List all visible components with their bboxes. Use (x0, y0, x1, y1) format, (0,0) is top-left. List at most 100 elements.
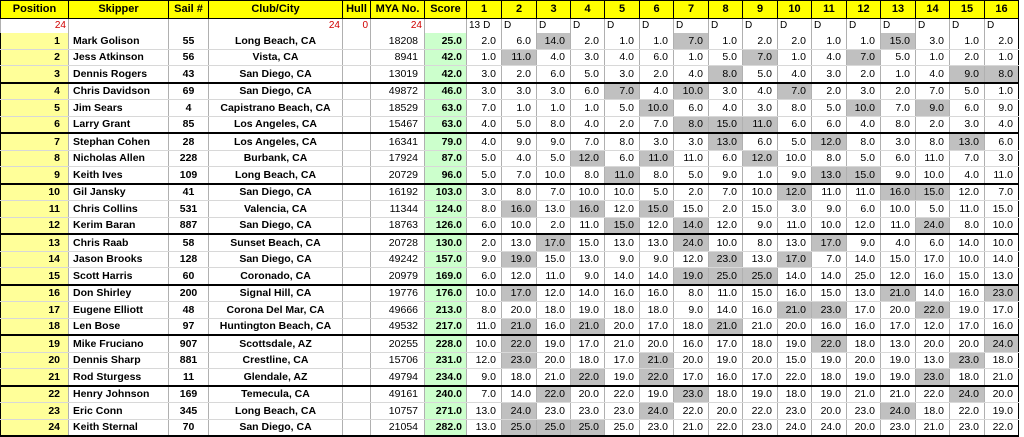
sail-cell[interactable]: 56 (168, 49, 209, 66)
race-result-cell[interactable]: 16.0 (742, 301, 778, 319)
race-result-cell[interactable]: 21.0 (984, 368, 1019, 387)
race-result-cell[interactable]: 8.0 (466, 301, 502, 319)
race-result-cell[interactable]: 8.0 (984, 65, 1019, 84)
race-result-cell[interactable]: 19.0 (984, 402, 1019, 420)
hull-cell[interactable] (342, 267, 371, 286)
column-header[interactable]: MYA No. (370, 0, 425, 19)
club-cell[interactable]: Valencia, CA (208, 200, 343, 218)
race-result-cell[interactable]: 23.0 (949, 352, 985, 369)
race-result-cell[interactable]: 18.0 (501, 368, 537, 387)
score-cell[interactable]: 176.0 (424, 284, 467, 302)
race-result-cell[interactable]: 17.0 (570, 335, 605, 353)
score-cell[interactable]: 96.0 (424, 166, 467, 185)
race-result-cell[interactable]: 6.0 (536, 65, 571, 84)
hull-cell[interactable] (342, 318, 371, 336)
race-result-cell[interactable]: 13.0 (742, 251, 778, 268)
race-result-cell[interactable]: 11.0 (742, 116, 778, 134)
race-result-cell[interactable]: 2.0 (846, 65, 881, 84)
mya-cell[interactable]: 10757 (370, 402, 425, 420)
race-result-cell[interactable]: 20.0 (742, 352, 778, 369)
race-result-cell[interactable]: 9.0 (880, 166, 916, 185)
race-result-cell[interactable]: 25.0 (846, 267, 881, 286)
column-header[interactable]: 1 (466, 0, 502, 19)
column-header[interactable]: 12 (846, 0, 881, 19)
race-result-cell[interactable]: 12.0 (536, 284, 571, 302)
race-result-cell[interactable]: 14.0 (949, 234, 985, 252)
sail-cell[interactable]: 200 (168, 284, 209, 302)
race-result-cell[interactable]: 12.0 (915, 318, 950, 336)
column-header[interactable]: Sail # (168, 0, 209, 19)
race-result-cell[interactable]: 5.0 (466, 166, 502, 185)
race-result-cell[interactable]: 17.0 (984, 301, 1019, 319)
info-race-letter[interactable]: D (570, 18, 605, 33)
score-cell[interactable]: 130.0 (424, 234, 467, 252)
race-result-cell[interactable]: 8.0 (466, 200, 502, 218)
sail-cell[interactable]: 97 (168, 318, 209, 336)
race-result-cell[interactable]: 8.0 (880, 116, 916, 134)
race-result-cell[interactable]: 3.0 (777, 200, 812, 218)
club-cell[interactable]: Crestline, CA (208, 352, 343, 369)
race-result-cell[interactable]: 20.0 (708, 402, 743, 420)
race-result-cell[interactable]: 4.0 (915, 65, 950, 84)
score-cell[interactable]: 42.0 (424, 65, 467, 84)
race-result-cell[interactable]: 2.0 (949, 49, 985, 66)
race-result-cell[interactable]: 17.0 (846, 301, 881, 319)
mya-cell[interactable]: 18763 (370, 217, 425, 235)
race-result-cell[interactable]: 5.0 (708, 49, 743, 66)
race-result-cell[interactable]: 4.0 (639, 82, 674, 100)
race-result-cell[interactable]: 15.0 (604, 217, 640, 235)
info-race-letter[interactable]: D (639, 18, 674, 33)
race-result-cell[interactable]: 15.0 (777, 352, 812, 369)
skipper-cell[interactable]: Keith Ives (68, 166, 169, 185)
race-result-cell[interactable]: 3.0 (466, 82, 502, 100)
race-result-cell[interactable]: 11.0 (501, 49, 537, 66)
race-result-cell[interactable]: 12.0 (880, 267, 916, 286)
race-result-cell[interactable]: 4.0 (949, 166, 985, 185)
race-result-cell[interactable]: 11.0 (915, 150, 950, 167)
race-result-cell[interactable]: 10.0 (811, 217, 847, 235)
race-result-cell[interactable]: 5.0 (811, 99, 847, 117)
race-result-cell[interactable]: 9.0 (949, 65, 985, 84)
race-result-cell[interactable]: 2.0 (604, 116, 640, 134)
info-race-letter[interactable]: D (708, 18, 743, 33)
mya-cell[interactable]: 20255 (370, 335, 425, 353)
race-result-cell[interactable]: 6.0 (604, 150, 640, 167)
race-result-cell[interactable]: 7.0 (846, 49, 881, 66)
sail-cell[interactable]: 85 (168, 116, 209, 134)
race-result-cell[interactable]: 11.0 (708, 284, 743, 302)
skipper-cell[interactable]: Chris Raab (68, 234, 169, 252)
position-cell[interactable]: 18 (0, 318, 69, 336)
hull-cell[interactable] (342, 335, 371, 353)
position-cell[interactable]: 2 (0, 49, 69, 66)
race-result-cell[interactable]: 21.0 (742, 318, 778, 336)
column-header[interactable]: 4 (570, 0, 605, 19)
race-result-cell[interactable]: 2.0 (777, 33, 812, 50)
skipper-cell[interactable]: Nicholas Allen (68, 150, 169, 167)
club-cell[interactable]: Sunset Beach, CA (208, 234, 343, 252)
race-result-cell[interactable]: 19.0 (777, 335, 812, 353)
sail-cell[interactable]: 70 (168, 419, 209, 437)
race-result-cell[interactable]: 17.0 (673, 368, 709, 387)
column-header[interactable]: 13 (880, 0, 916, 19)
club-cell[interactable]: San Diego, CA (208, 183, 343, 201)
race-result-cell[interactable]: 22.0 (915, 385, 950, 403)
race-result-cell[interactable]: 3.0 (466, 65, 502, 84)
race-result-cell[interactable]: 9.0 (501, 133, 537, 151)
race-result-cell[interactable]: 1.0 (846, 33, 881, 50)
sail-cell[interactable]: 907 (168, 335, 209, 353)
sail-cell[interactable]: 345 (168, 402, 209, 420)
position-cell[interactable]: 16 (0, 284, 69, 302)
info-race-letter[interactable]: D (880, 18, 916, 33)
position-cell[interactable]: 24 (0, 419, 69, 437)
mya-cell[interactable]: 20979 (370, 267, 425, 286)
race-result-cell[interactable]: 5.0 (880, 49, 916, 66)
race-result-cell[interactable]: 14.0 (639, 267, 674, 286)
race-result-cell[interactable]: 6.0 (880, 150, 916, 167)
race-result-cell[interactable]: 3.0 (604, 65, 640, 84)
race-result-cell[interactable]: 11.0 (949, 200, 985, 218)
race-result-cell[interactable]: 7.0 (570, 133, 605, 151)
race-result-cell[interactable]: 16.0 (673, 335, 709, 353)
column-header[interactable]: 10 (777, 0, 812, 19)
race-result-cell[interactable]: 15.0 (880, 251, 916, 268)
skipper-cell[interactable]: Scott Harris (68, 267, 169, 286)
